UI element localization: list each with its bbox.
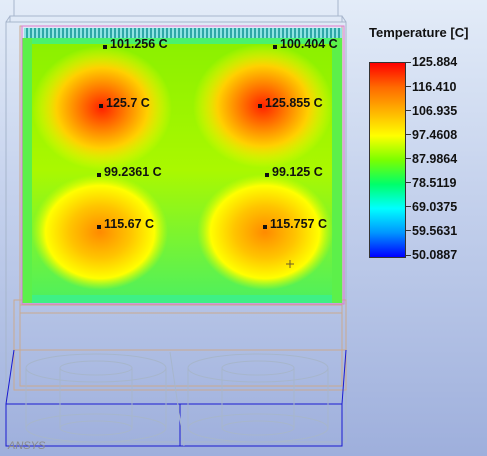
legend-level-label: 50.0887 xyxy=(412,248,458,262)
legend-tick xyxy=(405,62,411,63)
legend-level-label: 59.5631 xyxy=(412,224,458,238)
probe-top-right-edge: 100.404 C xyxy=(273,37,338,51)
ansys-watermark-logo: ANSYS xyxy=(8,440,46,452)
legend-level-label: 69.0375 xyxy=(412,200,458,214)
legend-tick xyxy=(405,206,411,207)
legend-tick xyxy=(405,158,411,159)
probe-value: 99.125 C xyxy=(272,165,323,179)
plate-outline xyxy=(21,25,345,305)
legend-tick xyxy=(405,86,411,87)
probe-value: 115.67 C xyxy=(104,217,155,231)
temperature-contour-plate xyxy=(22,38,342,303)
legend-tick xyxy=(405,134,411,135)
hotspot-bottom-left xyxy=(32,174,168,290)
legend-level-label: 87.9864 xyxy=(412,152,458,166)
legend-title: Temperature [C] xyxy=(369,25,469,40)
probe-value: 100.404 C xyxy=(280,37,338,51)
probe-top-left-edge: 101.256 C xyxy=(103,37,168,51)
legend-level-label: 116.410 xyxy=(412,80,457,94)
legend-tick xyxy=(405,182,411,183)
probe-hotspot-top-right: 125.855 C xyxy=(258,96,323,110)
probe-marker-icon xyxy=(258,104,262,108)
probe-value: 115.757 C xyxy=(270,217,327,231)
fan-module-wireframe xyxy=(5,349,347,447)
probe-marker-icon xyxy=(265,173,269,177)
probe-hotspot-bottom-right: 115.757 C xyxy=(263,217,327,231)
probe-value: 125.855 C xyxy=(265,96,323,110)
legend-color-bar xyxy=(369,62,406,258)
legend-tick xyxy=(405,255,411,256)
probe-marker-icon xyxy=(97,173,101,177)
legend-level-label: 125.884 xyxy=(412,55,458,69)
legend-level-label: 97.4608 xyxy=(412,128,458,142)
probe-value: 99.2361 C xyxy=(104,165,162,179)
probe-middle-left: 99.2361 C xyxy=(97,165,162,179)
legend-tick xyxy=(405,110,411,111)
probe-hotspot-bottom-left: 115.67 C xyxy=(97,217,154,231)
probe-marker-icon xyxy=(273,45,277,49)
probe-marker-icon xyxy=(103,45,107,49)
legend-level-label: 106.935 xyxy=(412,104,458,118)
probe-value: 101.256 C xyxy=(110,37,168,51)
crosshair-icon xyxy=(286,260,294,268)
probe-middle-right: 99.125 C xyxy=(265,165,323,179)
hotspot-top-right xyxy=(193,44,333,168)
legend-level-label: 78.5119 xyxy=(412,176,457,190)
probe-hotspot-top-left: 125.7 C xyxy=(99,96,150,110)
probe-marker-icon xyxy=(97,225,101,229)
hotspot-top-left xyxy=(32,46,172,170)
probe-marker-icon xyxy=(99,104,103,108)
legend-tick xyxy=(405,230,411,231)
probe-value: 125.7 C xyxy=(106,96,150,110)
hotspot-bottom-right xyxy=(197,174,333,290)
probe-marker-icon xyxy=(263,225,267,229)
heatsink-fins xyxy=(24,28,342,38)
enclosure-wireframe xyxy=(5,0,347,443)
